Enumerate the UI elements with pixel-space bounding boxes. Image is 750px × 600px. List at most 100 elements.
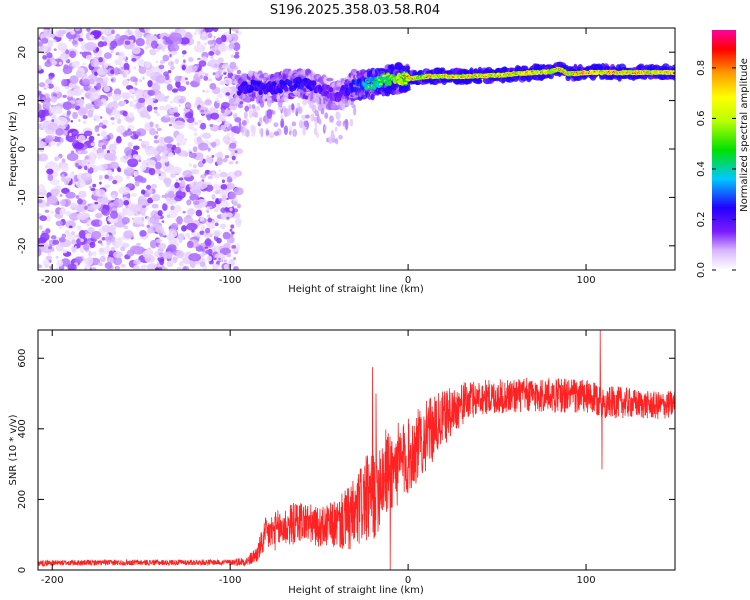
signal-streak-blob <box>310 89 314 100</box>
noise-blob <box>108 175 114 181</box>
noise-blob <box>229 142 237 149</box>
noise-blob <box>81 150 88 155</box>
noise-blob <box>88 34 95 39</box>
noise-blob <box>141 223 145 228</box>
noise-blob <box>99 257 104 261</box>
noise-blob <box>109 161 119 169</box>
noise-blob <box>111 194 116 199</box>
noise-blob <box>151 203 159 209</box>
noise-blob <box>45 255 53 261</box>
noise-blob <box>178 238 183 244</box>
noise-blob <box>83 83 91 92</box>
noise-blob <box>139 164 147 171</box>
noise-blob <box>155 130 159 134</box>
noise-blob <box>72 139 77 143</box>
noise-blob <box>64 55 68 59</box>
noise-blob <box>82 62 86 66</box>
noise-blob <box>100 28 112 35</box>
noise-blob <box>195 96 202 106</box>
noise-blob <box>80 172 92 181</box>
noise-blob <box>69 173 76 179</box>
noise-blob <box>164 98 169 102</box>
y-tick-label: -20 <box>17 238 28 254</box>
noise-blob <box>209 124 214 127</box>
noise-blob <box>137 197 143 203</box>
noise-blob <box>82 120 87 124</box>
noise-blob <box>47 252 52 256</box>
signal-halo-blob <box>405 65 411 71</box>
noise-blob <box>82 115 88 120</box>
noise-blob <box>132 264 140 270</box>
noise-blob <box>194 28 199 32</box>
y-tick-label: 600 <box>17 349 28 368</box>
noise-blob <box>230 151 235 156</box>
noise-blob <box>162 230 167 236</box>
noise-blob <box>94 125 100 133</box>
noise-blob <box>201 158 206 164</box>
noise-blob <box>130 192 137 198</box>
noise-blob <box>75 204 86 212</box>
signal-streak-blob <box>296 102 301 107</box>
signal-streak-blob <box>335 111 341 121</box>
noise-blob <box>166 83 173 91</box>
noise-blob <box>47 195 58 204</box>
noise-blob <box>55 236 60 240</box>
noise-blob <box>225 182 236 190</box>
noise-blob <box>131 58 137 62</box>
noise-blob <box>77 98 85 106</box>
noise-blob <box>105 233 110 238</box>
noise-blob <box>216 237 222 244</box>
noise-blob <box>51 119 55 123</box>
noise-blob <box>74 142 85 150</box>
noise-blob <box>84 165 88 171</box>
noise-blob <box>170 65 175 71</box>
signal-streak-blob <box>242 127 248 132</box>
noise-blob <box>135 37 145 47</box>
noise-blob <box>235 222 242 228</box>
noise-blob <box>177 266 182 270</box>
noise-blob <box>222 68 227 73</box>
noise-blob <box>87 109 94 118</box>
signal-ridge-mark <box>387 80 392 86</box>
signal-ridge-core <box>403 82 408 85</box>
noise-blob <box>151 193 161 202</box>
noise-blob <box>69 103 77 109</box>
noise-blob <box>131 46 141 55</box>
y-tick-label: 10 <box>17 94 28 107</box>
signal-halo-blob <box>402 87 411 92</box>
noise-blob <box>130 94 135 99</box>
noise-blob <box>68 212 80 221</box>
noise-blob <box>191 168 200 175</box>
noise-blob <box>158 64 165 70</box>
noise-blob <box>221 179 226 184</box>
signal-halo-blob <box>671 75 675 81</box>
noise-blob <box>155 238 163 243</box>
noise-blob <box>96 82 102 90</box>
signal-ridge-mark <box>258 89 263 96</box>
noise-blob <box>179 37 190 45</box>
signal-streak-blob <box>314 118 318 129</box>
noise-blob <box>60 177 66 182</box>
noise-blob <box>48 111 52 114</box>
signal-streak-blob <box>273 122 279 128</box>
noise-blob <box>142 205 146 208</box>
noise-blob <box>101 225 112 232</box>
noise-blob <box>186 222 198 231</box>
noise-blob <box>140 189 146 195</box>
noise-blob <box>124 40 131 45</box>
noise-blob <box>222 80 226 84</box>
signal-ridge-core <box>672 72 675 75</box>
noise-blob <box>50 210 54 215</box>
noise-blob <box>185 214 192 219</box>
signal-streak-blob <box>277 98 283 108</box>
noise-blob <box>87 167 94 174</box>
noise-blob <box>217 93 223 99</box>
noise-blob <box>44 135 53 144</box>
noise-blob <box>90 59 100 68</box>
noise-blob <box>207 59 220 68</box>
noise-blob <box>220 200 230 208</box>
noise-blob <box>62 29 66 35</box>
noise-blob <box>75 195 80 199</box>
noise-blob <box>230 28 240 32</box>
noise-blob <box>178 138 187 146</box>
